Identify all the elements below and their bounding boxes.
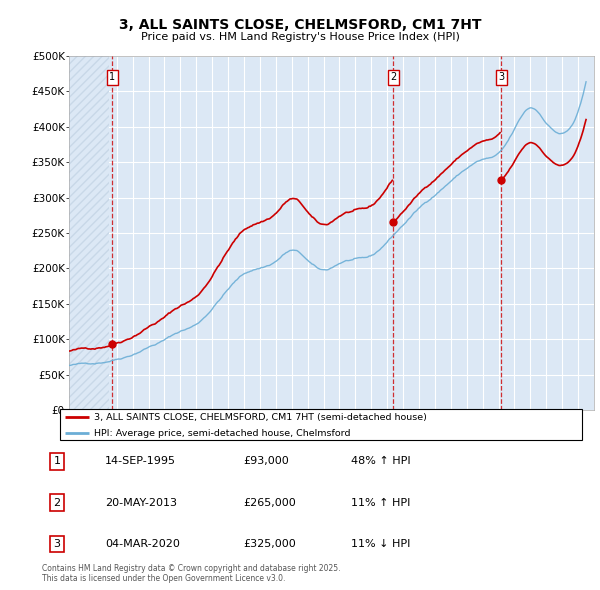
Bar xyxy=(69,56,109,410)
Text: 2: 2 xyxy=(390,73,397,82)
Text: 48% ↑ HPI: 48% ↑ HPI xyxy=(351,457,410,466)
Text: 3: 3 xyxy=(498,73,505,82)
Text: 20-MAY-2013: 20-MAY-2013 xyxy=(105,498,177,507)
Text: 1: 1 xyxy=(109,73,115,82)
Text: 14-SEP-1995: 14-SEP-1995 xyxy=(105,457,176,466)
Text: 2: 2 xyxy=(53,498,61,507)
Text: 1: 1 xyxy=(53,457,61,466)
Text: HPI: Average price, semi-detached house, Chelmsford: HPI: Average price, semi-detached house,… xyxy=(94,429,350,438)
Text: Price paid vs. HM Land Registry's House Price Index (HPI): Price paid vs. HM Land Registry's House … xyxy=(140,32,460,42)
Text: 11% ↑ HPI: 11% ↑ HPI xyxy=(351,498,410,507)
Text: 04-MAR-2020: 04-MAR-2020 xyxy=(105,539,180,549)
Text: Contains HM Land Registry data © Crown copyright and database right 2025.
This d: Contains HM Land Registry data © Crown c… xyxy=(42,563,341,583)
Text: £93,000: £93,000 xyxy=(243,457,289,466)
Text: 3, ALL SAINTS CLOSE, CHELMSFORD, CM1 7HT: 3, ALL SAINTS CLOSE, CHELMSFORD, CM1 7HT xyxy=(119,18,481,32)
Text: £265,000: £265,000 xyxy=(243,498,296,507)
Text: 3, ALL SAINTS CLOSE, CHELMSFORD, CM1 7HT (semi-detached house): 3, ALL SAINTS CLOSE, CHELMSFORD, CM1 7HT… xyxy=(94,412,427,422)
Text: £325,000: £325,000 xyxy=(243,539,296,549)
Text: 11% ↓ HPI: 11% ↓ HPI xyxy=(351,539,410,549)
Text: 3: 3 xyxy=(53,539,61,549)
